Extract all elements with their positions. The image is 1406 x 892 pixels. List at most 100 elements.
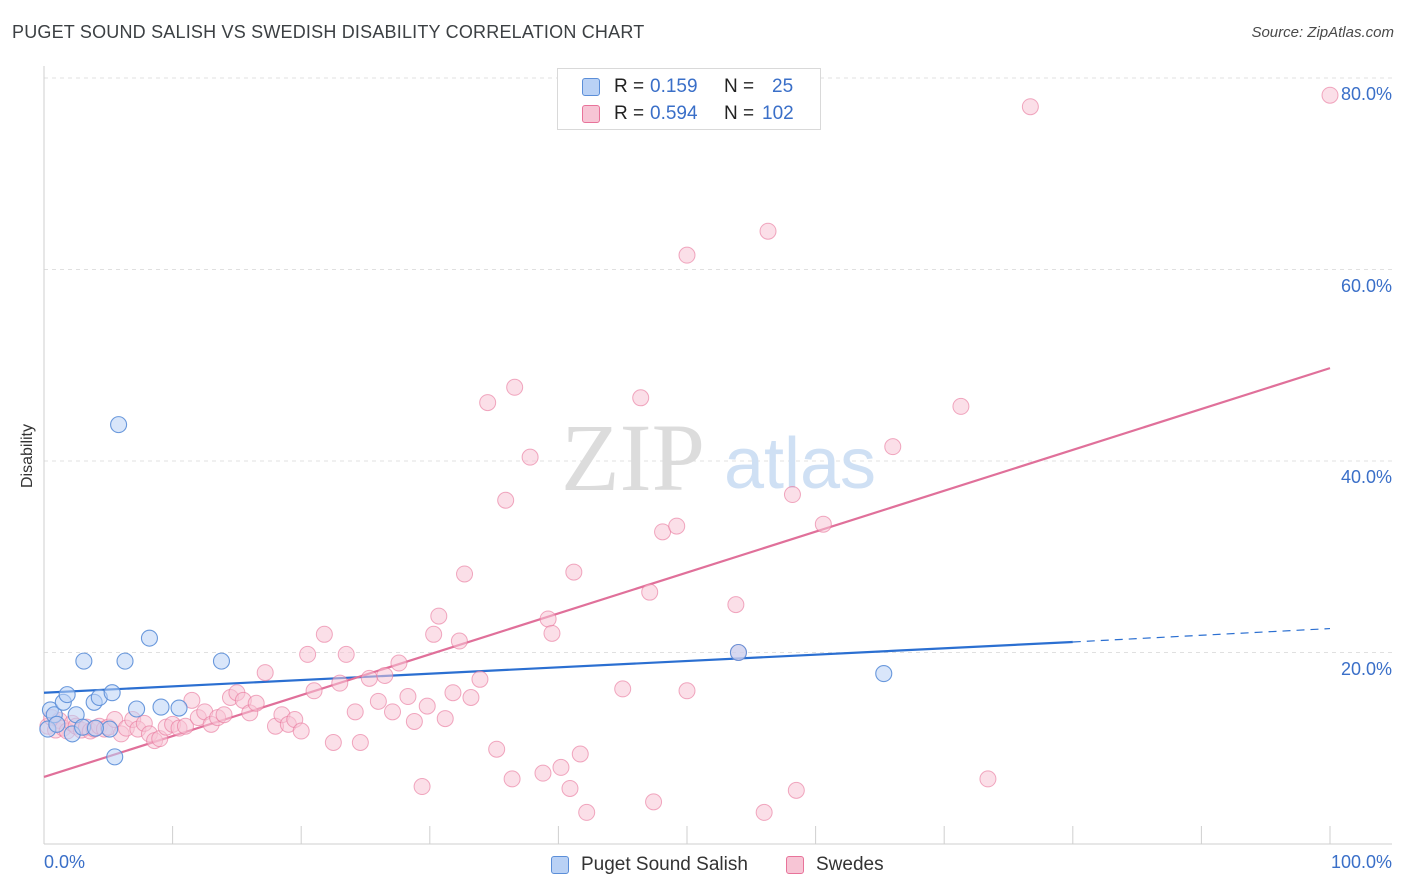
y-tick-label: 80.0%	[1340, 84, 1392, 104]
legend-label: Puget Sound Salish	[581, 854, 748, 875]
data-point-puget-sound-salish	[116, 652, 134, 670]
data-point-swedes	[488, 740, 506, 758]
x-tick-label-max: 100.0%	[1330, 852, 1392, 872]
data-point-swedes	[183, 691, 201, 709]
data-point-swedes	[215, 706, 233, 724]
n-label: N =	[724, 103, 755, 124]
data-point-swedes	[1021, 98, 1039, 116]
data-point-swedes	[399, 688, 417, 706]
data-point-swedes	[176, 717, 194, 735]
r-value: 0.594	[650, 103, 698, 124]
puget-sound-salish-points	[39, 416, 893, 766]
n-value: 102	[762, 103, 794, 124]
data-point-puget-sound-salish	[86, 719, 104, 737]
data-point-swedes	[645, 793, 663, 811]
data-point-swedes	[678, 246, 696, 264]
data-point-swedes	[614, 680, 632, 698]
data-point-puget-sound-salish	[110, 416, 128, 434]
chart-title: PUGET SOUND SALISH VS SWEDISH DISABILITY…	[12, 22, 645, 42]
data-point-puget-sound-salish	[140, 629, 159, 647]
r-label: R =	[614, 103, 645, 124]
data-point-puget-sound-salish	[103, 684, 121, 702]
data-point-puget-sound-salish	[48, 715, 66, 733]
data-point-swedes	[783, 486, 801, 504]
data-point-swedes	[565, 563, 583, 581]
watermark-zip: ZIP	[561, 404, 705, 511]
data-point-puget-sound-salish	[101, 720, 119, 738]
data-point-swedes	[471, 670, 489, 688]
data-point-swedes	[390, 654, 408, 672]
data-point-swedes	[571, 745, 589, 763]
data-point-swedes	[755, 803, 773, 821]
data-point-swedes	[346, 703, 364, 721]
data-point-puget-sound-salish	[729, 643, 747, 662]
data-point-swedes	[360, 669, 378, 687]
n-value: 25	[772, 76, 794, 97]
data-point-swedes	[884, 438, 902, 456]
data-point-swedes	[759, 222, 777, 240]
axes	[43, 66, 1392, 845]
trend-line-puget-sound-salish-extension	[1072, 627, 1331, 643]
data-point-swedes	[425, 625, 443, 643]
data-point-swedes	[462, 689, 480, 707]
data-point-swedes	[479, 394, 497, 412]
data-point-swedes	[678, 682, 696, 700]
stats-legend: R = 0.159 N = 25 R = 0.594 N = 102	[557, 68, 821, 130]
data-point-puget-sound-salish	[212, 652, 231, 670]
data-point-swedes	[324, 734, 342, 752]
data-point-swedes	[727, 596, 745, 614]
data-point-puget-sound-salish	[170, 699, 188, 717]
x-tick-label-min: 0.0%	[44, 852, 86, 872]
data-point-swedes	[456, 565, 474, 583]
data-point-swedes	[979, 770, 997, 788]
data-point-swedes	[543, 624, 561, 642]
data-point-swedes	[668, 517, 686, 535]
data-point-puget-sound-salish	[128, 700, 146, 718]
data-point-swedes	[436, 710, 454, 728]
trend-line-puget-sound-salish	[43, 640, 1073, 694]
watermark: ZIP atlas	[561, 404, 876, 511]
legend-label: Swedes	[816, 854, 884, 875]
source-label: Source: ZipAtlas.com	[1251, 24, 1394, 41]
data-point-swedes	[654, 523, 672, 541]
y-tick-label: 40.0%	[1340, 467, 1392, 487]
data-point-swedes	[369, 692, 387, 710]
data-point-puget-sound-salish	[106, 748, 124, 766]
data-point-swedes	[497, 491, 515, 509]
data-point-swedes	[506, 378, 524, 396]
data-point-swedes	[247, 694, 265, 712]
data-point-swedes	[376, 666, 394, 684]
data-point-swedes	[814, 515, 832, 533]
legend-swatch-pink	[786, 856, 804, 874]
legend-item-puget-sound-salish: Puget Sound Salish	[551, 852, 748, 878]
data-point-swedes	[552, 758, 570, 776]
data-point-swedes	[787, 781, 805, 799]
data-point-swedes	[337, 645, 355, 663]
data-point-swedes	[450, 632, 468, 650]
swedes-points	[39, 86, 1339, 821]
r-label: R =	[614, 76, 645, 97]
data-point-swedes	[315, 625, 333, 643]
data-point-swedes	[578, 803, 596, 821]
data-point-swedes	[418, 697, 436, 715]
data-point-swedes	[503, 770, 521, 788]
data-point-swedes	[305, 682, 323, 700]
pink-swatch	[582, 105, 600, 123]
gridlines	[44, 77, 1392, 653]
n-label: N =	[724, 76, 755, 97]
data-point-swedes	[539, 610, 557, 628]
data-point-swedes	[444, 684, 462, 702]
legend-item-swedes: Swedes	[786, 852, 884, 878]
data-point-puget-sound-salish	[75, 652, 93, 670]
data-point-swedes	[299, 645, 317, 663]
data-point-swedes	[641, 583, 659, 601]
data-point-puget-sound-salish	[875, 665, 893, 683]
data-point-swedes	[952, 397, 970, 415]
data-point-swedes	[430, 607, 448, 625]
data-point-swedes	[331, 674, 349, 692]
data-point-swedes	[384, 703, 402, 721]
blue-swatch	[582, 78, 600, 96]
legend-swatch-blue	[551, 856, 569, 874]
y-tick-label: 20.0%	[1340, 658, 1392, 679]
